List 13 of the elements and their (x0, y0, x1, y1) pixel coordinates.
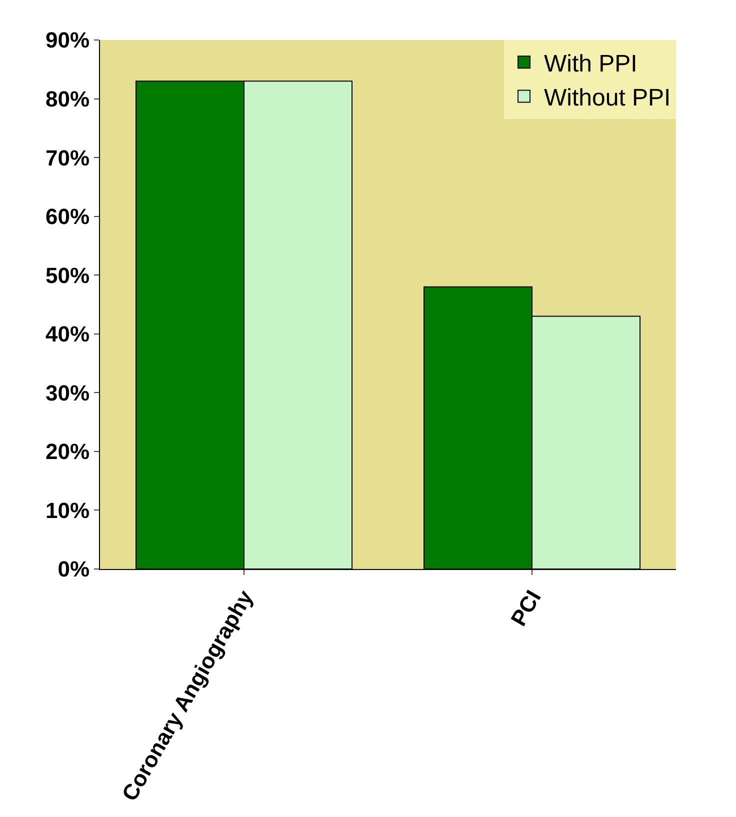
y-tick-label: 80% (46, 86, 90, 112)
y-tick-label: 10% (46, 498, 90, 523)
y-tick-label: 20% (46, 439, 90, 464)
y-tick-label: 0% (58, 556, 90, 582)
y-tick-label: 70% (46, 145, 90, 170)
y-tick-label: 60% (46, 204, 90, 230)
y-tick-label: 30% (46, 380, 90, 406)
y-tick-label: 40% (46, 322, 90, 347)
x-tick-label: PCI (506, 586, 546, 630)
y-tick-label: 50% (46, 262, 90, 288)
y-tick-label: 90% (46, 28, 90, 53)
legend-label: Without PPI (544, 84, 671, 112)
legend-label: With PPI (544, 50, 638, 78)
